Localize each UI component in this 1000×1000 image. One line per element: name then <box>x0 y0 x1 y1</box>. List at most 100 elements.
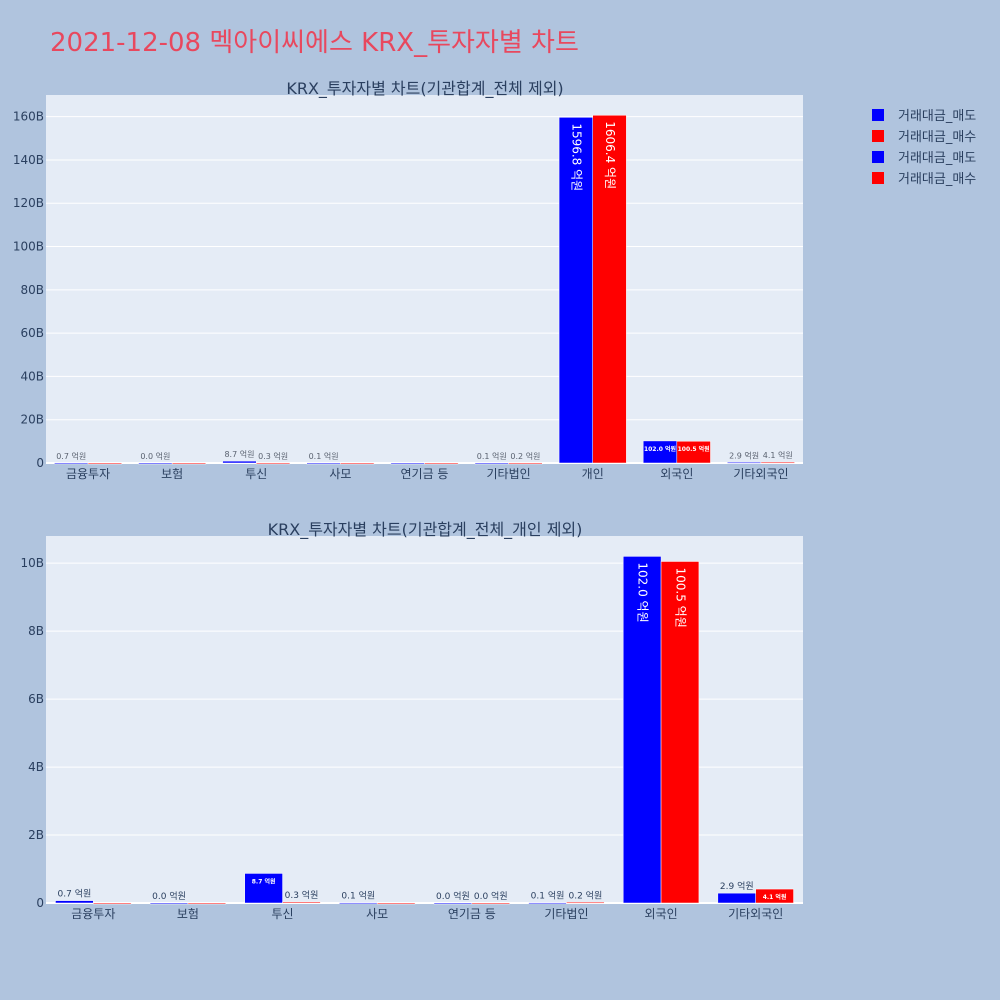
bar <box>55 900 94 904</box>
bar <box>138 462 173 465</box>
legend-label: 거래대금_매수 <box>898 130 977 145</box>
bar <box>727 462 762 464</box>
x-tick-label: 연기금 등 <box>401 467 449 481</box>
x-tick-label: 외국인 <box>660 467 693 481</box>
y-tick-label: 160B <box>13 110 44 124</box>
x-tick-label: 금융투자 <box>66 467 110 481</box>
data-label: 0.3 억원 <box>285 889 319 901</box>
plot-area <box>46 95 803 463</box>
y-tick-label: 40B <box>20 369 44 383</box>
bar <box>528 902 567 904</box>
bar <box>717 892 756 904</box>
x-tick-label: 투신 <box>245 467 267 481</box>
x-tick-label: 기타외국인 <box>733 467 788 481</box>
x-tick-label: 금융투자 <box>71 907 115 921</box>
legend-item[interactable]: 거래대금_매도 <box>872 146 976 167</box>
data-label: 0.1 억원 <box>477 451 507 461</box>
x-tick-label: 투신 <box>272 907 294 921</box>
y-tick-label: 6B <box>28 692 44 706</box>
y-tick-label: 10B <box>20 556 44 570</box>
legend-label: 거래대금_매수 <box>898 172 977 187</box>
legend-item[interactable]: 거래대금_매도 <box>872 104 976 125</box>
bar <box>339 902 378 904</box>
x-tick-label: 사모 <box>329 467 351 481</box>
legend-label: 거래대금_매도 <box>898 151 977 166</box>
chart-top: KRX_투자자별 차트(기관합계_전체 제외) 0 20B 40B 60B 80B 100B… <box>13 79 803 481</box>
bar <box>676 440 711 464</box>
bar <box>222 460 257 464</box>
legend-item[interactable]: 거래대금_매수 <box>872 125 976 146</box>
y-tick-label: 8B <box>28 624 44 638</box>
bar <box>256 462 291 465</box>
y-tick-label: 20B <box>20 413 44 427</box>
x-tick-label: 외국인 <box>645 907 678 921</box>
y-tick-label: 60B <box>20 326 44 340</box>
legend-item[interactable]: 거래대금_매수 <box>872 167 976 188</box>
data-label: 4.1 억원 <box>763 450 793 460</box>
chart-title: KRX_투자자별 차트(기관합계_전체 제외) <box>286 79 563 99</box>
data-label: 0.0 억원 <box>436 890 470 902</box>
bar <box>87 462 122 465</box>
y-tick-label: 140B <box>13 153 44 167</box>
legend-swatch <box>872 150 884 163</box>
x-tick-label: 보험 <box>177 907 199 921</box>
bar <box>282 901 321 904</box>
bar <box>376 902 416 905</box>
bar <box>508 462 543 465</box>
data-label: 0.0 억원 <box>140 451 170 461</box>
legend[interactable]: 거래대금_매도 거래대금_매수 거래대금_매도 거래대금_매수 <box>872 104 976 188</box>
bar <box>93 902 132 905</box>
y-tick-label: 120B <box>13 196 44 210</box>
x-tick-label: 연기금 등 <box>448 907 496 921</box>
y-tick-label: 0 <box>36 456 44 470</box>
data-label: 100.5 억원 <box>673 567 687 627</box>
data-label: 0.0 억원 <box>152 890 186 902</box>
data-label: 4.1 억원 <box>763 893 787 901</box>
chart-bottom: KRX_투자자별 차트(기관합계_전체_개인 제외) 0 2B 4B 6B 8B 10B 금융… <box>20 520 803 921</box>
y-tick-label: 100B <box>13 240 44 254</box>
y-tick-label: 80B <box>20 283 44 297</box>
x-tick-label: 기타외국인 <box>728 907 783 921</box>
bar <box>660 561 700 904</box>
data-label: 102.0 억원 <box>644 445 676 453</box>
data-label: 1606.4 억원 <box>603 121 617 189</box>
legend-swatch <box>872 108 884 121</box>
data-label: 102.0 억원 <box>636 562 650 622</box>
bar <box>566 902 605 904</box>
legend-swatch <box>872 171 884 184</box>
data-label: 0.1 억원 <box>531 890 565 902</box>
bar <box>306 462 341 465</box>
bar <box>340 462 375 465</box>
chart-title: KRX_투자자별 차트(기관합계_전체_개인 제외) <box>268 520 583 540</box>
bar <box>592 115 627 464</box>
bar <box>424 462 459 465</box>
data-label: 0.1 억원 <box>341 890 375 902</box>
data-label: 0.7 억원 <box>58 888 92 900</box>
x-tick-label: 기타법인 <box>544 907 588 921</box>
bar <box>171 462 207 465</box>
bar <box>54 462 89 465</box>
bar <box>474 462 509 465</box>
bar <box>471 902 510 905</box>
data-label: 2.9 억원 <box>720 880 754 892</box>
y-tick-label: 2B <box>28 828 44 842</box>
data-label: 2.9 억원 <box>729 450 759 460</box>
data-label: 0.2 억원 <box>510 451 540 461</box>
bar <box>433 902 473 905</box>
data-label: 0.3 억원 <box>258 451 288 461</box>
data-label: 0.7 억원 <box>56 451 86 461</box>
x-tick-label: 기타법인 <box>487 467 531 481</box>
page-title: 2021-12-08 멕아이씨에스 KRX_투자자별 차트 <box>50 28 579 58</box>
bar <box>760 461 795 464</box>
data-label: 8.7 억원 <box>224 449 254 459</box>
data-label: 0.2 억원 <box>568 889 602 901</box>
data-label: 8.7 억원 <box>252 877 276 885</box>
data-label: 0.1 억원 <box>309 451 339 461</box>
legend-swatch <box>872 129 884 142</box>
data-label: 100.5 억원 <box>678 445 710 453</box>
bar <box>149 902 189 905</box>
bar <box>622 556 662 904</box>
bar <box>755 888 794 904</box>
data-label: 0.0 억원 <box>474 890 508 902</box>
bar <box>390 462 425 465</box>
